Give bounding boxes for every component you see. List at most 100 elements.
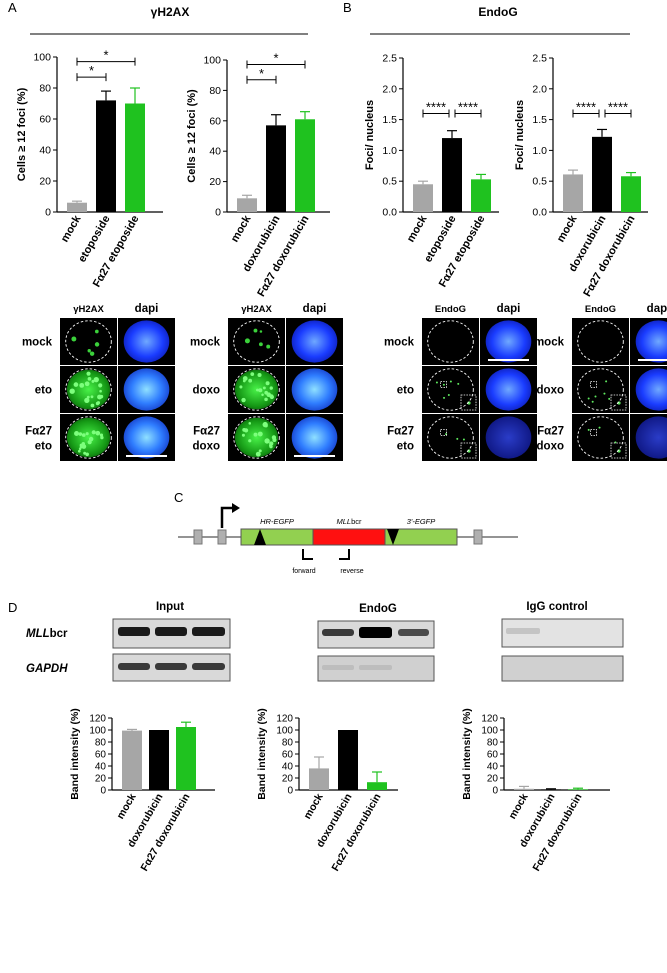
focus-dot	[69, 388, 75, 394]
focus-dot	[242, 376, 248, 381]
micro-row-label: Fα27	[387, 426, 414, 438]
focus-dot	[256, 388, 259, 392]
gel-row-label-mllbcr: MLLbcr	[26, 628, 68, 640]
micrograph-tile-marker	[228, 318, 285, 365]
micro-row-label: eto	[397, 385, 414, 397]
dapi-nucleus	[635, 416, 667, 459]
y-tick-label: 1.5	[532, 114, 547, 126]
focus-dot	[253, 432, 258, 437]
cut-site-marker-1	[254, 529, 266, 545]
micro-row-label: mock	[534, 337, 565, 349]
focus-dot	[598, 426, 601, 429]
inset-box-zoom	[460, 394, 477, 411]
gel-igg-gapdh	[501, 655, 624, 682]
y-axis-label: Band intensity (%)	[256, 708, 268, 800]
micro-column-header: dapi	[135, 303, 159, 315]
inset-box-zoom	[610, 442, 627, 459]
nucleus-outline	[427, 368, 474, 411]
focus-dot	[71, 336, 77, 342]
gel-title-endog: EndoG	[359, 603, 397, 615]
focus-dot	[78, 432, 83, 436]
focus-dot	[241, 433, 245, 437]
y-tick-label: 0	[287, 786, 293, 797]
focus-dot	[85, 452, 89, 457]
y-tick-label: 2.0	[382, 83, 397, 95]
bar	[309, 768, 329, 790]
bar	[541, 789, 561, 790]
bar	[367, 782, 387, 790]
y-tick-label: 0	[100, 786, 106, 797]
y-tick-label: 120	[481, 714, 498, 725]
mllbcr-label: MLLbcr	[336, 517, 362, 526]
micro-row-label: mock	[22, 337, 53, 349]
micro-column-header: EndoG	[585, 304, 616, 315]
category-label: Fα27 doxorubicin	[530, 792, 584, 874]
bar	[442, 138, 462, 212]
y-axis-label: Foci/ nucleus	[364, 100, 376, 170]
focus-dot	[442, 383, 445, 386]
hr-egfp-label: HR-EGFP	[260, 517, 294, 526]
category-label: mock	[59, 213, 84, 245]
focus-dot	[87, 440, 92, 445]
category-label: mock	[506, 791, 530, 821]
micro-column-header: EndoG	[435, 304, 466, 315]
dapi-nucleus	[123, 320, 170, 363]
dapi-nucleus	[485, 416, 532, 459]
focus-dot	[253, 328, 258, 333]
y-tick-label: 80	[95, 738, 107, 749]
bar	[563, 174, 583, 212]
y-tick-label: 80	[209, 85, 221, 97]
focus-dot	[242, 428, 246, 432]
significance-label: ****	[608, 99, 628, 114]
focus-dot	[91, 430, 96, 435]
nucleus-outline	[65, 320, 112, 363]
micro-column-header: dapi	[497, 303, 521, 315]
focus-dot	[86, 395, 90, 399]
focus-dot	[90, 395, 94, 399]
micrograph-grid-a2: γH2AX dapi mock doxo Fα27 doxo	[190, 303, 343, 461]
y-tick-label: 80	[487, 738, 499, 749]
focus-dot	[84, 397, 90, 404]
focus-dot	[84, 381, 90, 387]
category-label: mock	[301, 791, 325, 821]
focus-dot	[85, 432, 89, 436]
y-tick-label: 80	[39, 83, 51, 95]
micrograph-tile-marker	[422, 366, 479, 413]
focus-dot	[77, 449, 81, 453]
focus-dot	[95, 430, 101, 436]
y-tick-label: 60	[39, 114, 51, 126]
egfp3-block	[384, 528, 458, 546]
bar	[295, 119, 315, 212]
micrograph-tile-marker	[572, 366, 629, 413]
micro-row-label: eto	[35, 441, 52, 453]
focus-dot	[255, 451, 261, 457]
bar	[122, 730, 142, 790]
y-tick-label: 2.0	[532, 83, 547, 95]
focus-dot	[100, 435, 104, 440]
y-axis-label: Band intensity (%)	[69, 708, 81, 800]
nucleus-outline	[577, 320, 624, 363]
egfp3-label: 3'-EGFP	[407, 517, 436, 526]
focus-dot	[94, 329, 99, 334]
exon-box-4	[473, 529, 483, 545]
inset-box-small	[440, 381, 447, 388]
micrograph-tile-marker	[422, 318, 479, 365]
focus-dot	[447, 393, 450, 396]
construct-diagram: HR-EGFP MLLbcr 3'-EGFP forward reverse	[178, 503, 518, 575]
bar	[125, 103, 145, 212]
y-axis-label: Foci/ nucleus	[514, 100, 526, 170]
focus-dot	[98, 383, 103, 388]
focus-dot	[79, 445, 83, 449]
y-tick-label: 40	[39, 145, 51, 157]
micro-row-label: eto	[397, 441, 414, 453]
nucleus-outline	[65, 368, 112, 411]
significance-label: ****	[426, 99, 446, 114]
focus-dot	[97, 394, 103, 400]
forward-primer-arrow	[302, 549, 313, 560]
y-tick-label: 1.5	[382, 114, 397, 126]
category-label: mock	[555, 213, 580, 245]
promoter-arrowhead	[232, 503, 240, 513]
